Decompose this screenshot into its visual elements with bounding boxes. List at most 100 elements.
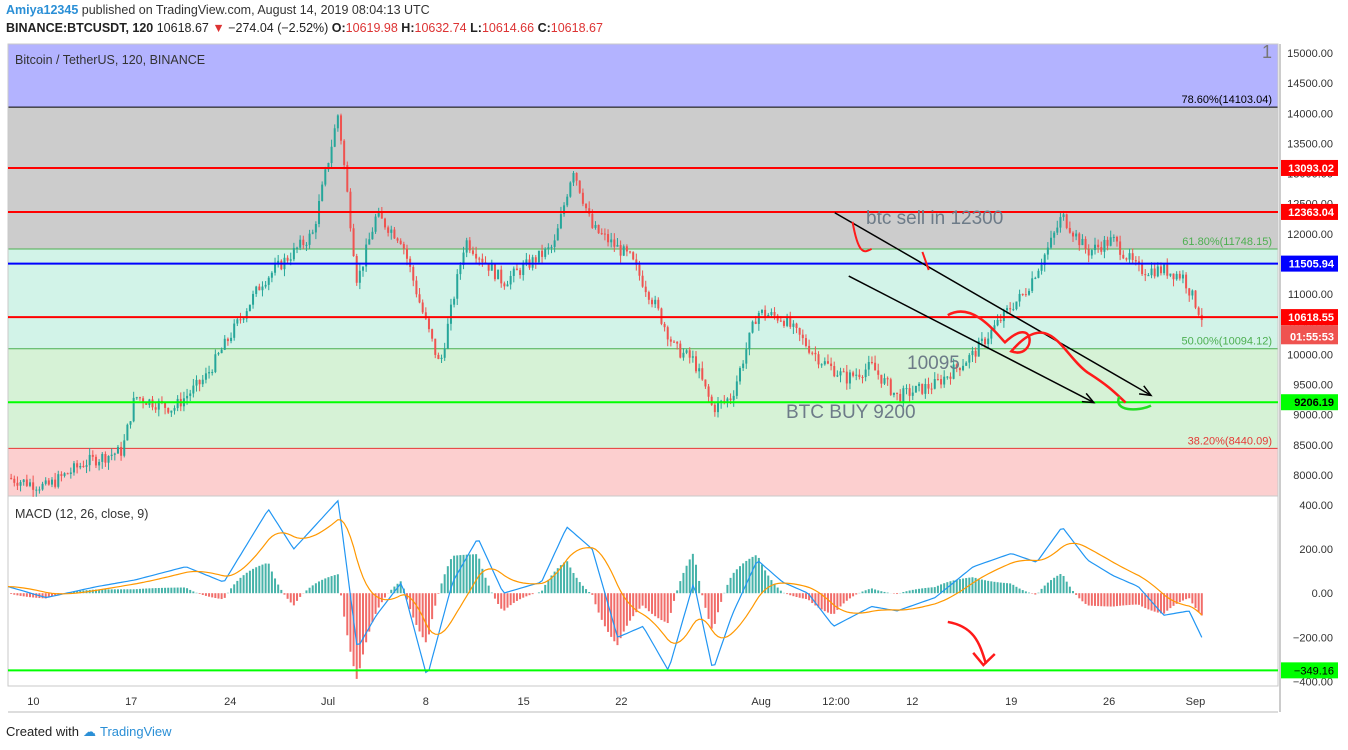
candle-body (41, 483, 44, 490)
candle-body (69, 472, 72, 474)
candle-body (462, 252, 465, 265)
macd-histogram-bar (751, 556, 754, 594)
candle-body (38, 489, 41, 491)
candle-body (349, 191, 352, 229)
macd-histogram-bar (1112, 593, 1115, 607)
candle-body (858, 374, 861, 378)
candle-body (1006, 308, 1009, 311)
macd-histogram-bar (933, 587, 936, 594)
annotation-text[interactable]: btc sell in 12300 (866, 208, 1003, 229)
macd-histogram-bar (883, 591, 886, 594)
forecast-path[interactable] (947, 310, 1127, 404)
candle-body (28, 482, 31, 486)
candle-body (874, 362, 877, 371)
macd-histogram-bar (798, 593, 801, 598)
candle-body (836, 375, 839, 377)
candle-body (443, 348, 446, 358)
candle-body (716, 402, 719, 413)
candle-body (1034, 277, 1037, 279)
macd-histogram-bar (874, 589, 877, 594)
macd-histogram-bar (537, 592, 540, 594)
macd-histogram-bar (453, 555, 456, 594)
annotation-text[interactable]: BTC BUY 9200 (786, 402, 916, 423)
candle-body (35, 489, 38, 491)
price-tick-label: 9500.00 (1293, 380, 1333, 392)
macd-histogram-bar (921, 588, 924, 594)
candle-body (789, 316, 792, 327)
macd-histogram-bar (110, 589, 113, 594)
macd-histogram-bar (547, 579, 550, 594)
macd-histogram-bar (512, 593, 515, 603)
macd-histogram-bar (515, 593, 518, 601)
candle-body (154, 407, 157, 410)
macd-histogram-bar (145, 588, 148, 594)
macd-histogram-bar (1053, 577, 1056, 594)
macd-histogram-bar (575, 577, 578, 594)
macd-histogram-bar (622, 593, 625, 632)
candle-body (977, 340, 980, 357)
candle-body (431, 329, 434, 339)
macd-histogram-bar (1062, 575, 1065, 594)
candle-body (537, 250, 540, 263)
trend-line[interactable] (848, 275, 1095, 404)
candle-body (682, 352, 685, 358)
macd-histogram-bar (305, 590, 308, 594)
macd-histogram-bar (493, 593, 496, 599)
candle-body (1109, 237, 1112, 246)
macd-histogram-bar (804, 593, 807, 599)
macd-histogram-bar (559, 565, 562, 594)
candle-body (280, 260, 283, 270)
candle-body (380, 212, 383, 219)
macd-histogram-bar (977, 578, 980, 594)
candle-body (314, 224, 317, 233)
tradingview-brand[interactable]: TradingView (99, 724, 172, 739)
tradingview-logo-icon[interactable]: ☁ (82, 724, 96, 739)
trend-line[interactable] (834, 212, 1152, 397)
annotation-text[interactable]: 10095 (907, 353, 960, 374)
candle-body (57, 474, 60, 487)
candle-body (456, 274, 459, 299)
candle-body (1024, 294, 1027, 296)
candle-body (811, 352, 814, 354)
macd-histogram-bar (616, 593, 619, 646)
price-tick-label: 9000.00 (1293, 410, 1333, 422)
macd-histogram-bar (13, 593, 16, 595)
candle-body (984, 338, 987, 345)
candle-body (927, 384, 930, 389)
candle-body (321, 184, 324, 201)
macd-histogram-bar (104, 589, 107, 594)
macd-histogram-bar (632, 593, 635, 617)
candle-body (195, 379, 198, 386)
candle-body (808, 345, 811, 353)
macd-histogram-bar (239, 577, 242, 594)
macd-histogram-bar (760, 564, 763, 594)
macd-histogram-bar (120, 589, 123, 594)
candle-body (581, 192, 584, 204)
candle-body (110, 454, 113, 456)
candle-body (1103, 239, 1106, 252)
candle-body (308, 233, 311, 245)
macd-histogram-bar (509, 593, 512, 606)
macd-histogram-bar (10, 593, 13, 595)
candle-body (669, 339, 672, 342)
macd-histogram-bar (1012, 584, 1015, 594)
macd-histogram-bar (160, 587, 163, 594)
candle-body (946, 376, 949, 378)
candle-body (616, 245, 619, 247)
candle-body (270, 272, 273, 278)
macd-histogram-bar (54, 593, 57, 596)
author-name[interactable]: Amiya12345 (6, 3, 79, 17)
macd-histogram-bar (204, 593, 207, 596)
candle-body (346, 165, 349, 192)
candle-body (980, 338, 983, 341)
macd-histogram-bar (333, 575, 336, 594)
candle-body (142, 398, 145, 403)
price-tag-label: 01:55:53 (1290, 331, 1334, 343)
price-tag-label: 13093.02 (1288, 163, 1334, 175)
price-tag-label: 12363.04 (1288, 207, 1335, 219)
candle-body (236, 319, 239, 324)
candle-body (918, 383, 921, 386)
candle-body (600, 233, 603, 235)
candle-body (522, 264, 525, 276)
